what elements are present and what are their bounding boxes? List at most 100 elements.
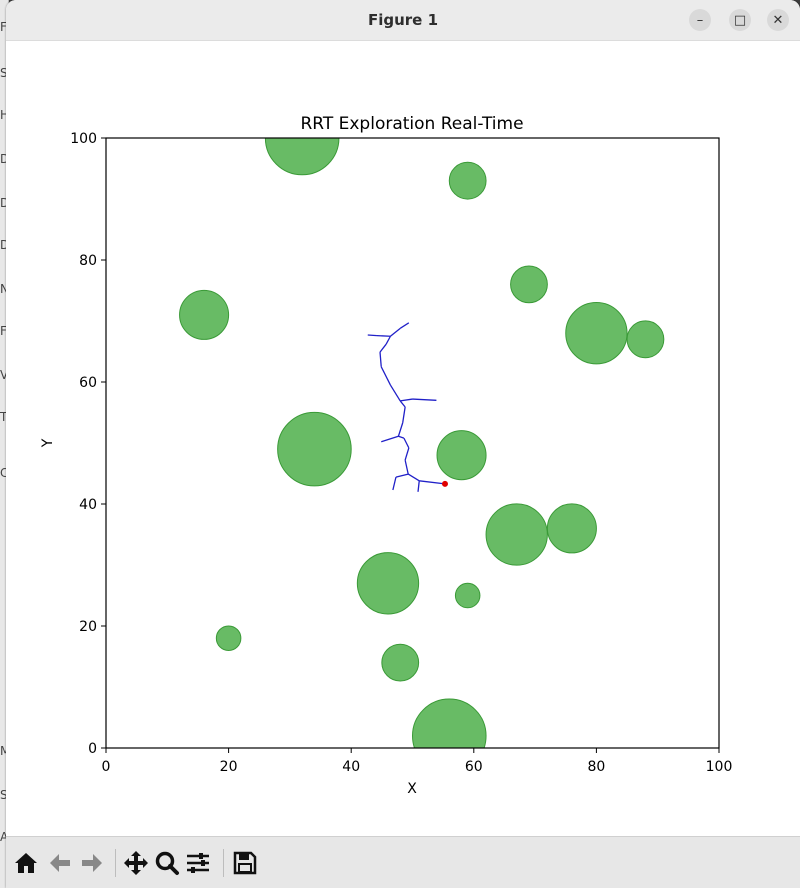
figure-canvas[interactable]: RRT Exploration Real-Time 0 20 40 60 80 100 0… [6, 41, 800, 835]
configure-subplots-button[interactable] [184, 849, 212, 877]
tree-edge [392, 477, 397, 491]
tree-edge [398, 435, 405, 439]
background-text-fragment: S [0, 66, 8, 80]
title-bar[interactable]: Figure 1 – □ ✕ [6, 0, 800, 41]
obstacle-circle [356, 552, 420, 615]
y-tick-label: 0 [88, 741, 97, 757]
background-text-fragment: F [0, 324, 7, 338]
save-button[interactable] [231, 849, 259, 877]
obstacle-circle [215, 625, 242, 651]
navigation-toolbar [6, 836, 800, 888]
tree-edge [385, 335, 392, 345]
y-axis-ticks: 0 20 40 60 80 100 [70, 131, 106, 757]
tree-edge [407, 473, 420, 482]
tree-edge [390, 327, 401, 337]
tree-edge [376, 334, 391, 337]
obstacle-circle [454, 582, 481, 609]
tree-edge [379, 352, 382, 367]
tree-edge [419, 480, 446, 485]
obstacle-circle [179, 289, 230, 340]
background-text-fragment: S [0, 788, 8, 802]
x-tick-label: 20 [220, 759, 238, 775]
obstacle-circle [510, 265, 548, 304]
tree-edge [412, 398, 437, 401]
y-tick-label: 20 [79, 619, 97, 635]
obstacle-circle [264, 138, 340, 176]
floppy-disk-icon [233, 851, 257, 875]
current-node-marker [441, 480, 448, 487]
sliders-icon [187, 853, 209, 873]
toolbar-separator [115, 849, 116, 877]
tree-edge [367, 334, 377, 337]
rrt-plot[interactable]: RRT Exploration Real-Time 0 20 40 60 80 100 0… [6, 41, 800, 835]
minimize-icon: – [696, 12, 704, 28]
background-text-fragment: C [0, 466, 8, 480]
x-tick-label: 80 [587, 759, 605, 775]
minimize-button[interactable]: – [689, 9, 711, 31]
tree-edge [399, 322, 410, 329]
tree-edge [404, 459, 409, 475]
obstacle-circle [565, 302, 628, 365]
tree-edge [404, 447, 410, 461]
chart-title: RRT Exploration Real-Time [300, 114, 523, 134]
window-title: Figure 1 [367, 11, 439, 29]
pan-button[interactable] [122, 849, 150, 877]
obstacle-circle [412, 698, 487, 748]
background-text-fragment: A [0, 830, 8, 844]
close-icon: ✕ [772, 12, 784, 28]
current-node-layer [441, 480, 448, 487]
figure-window: Figure 1 – □ ✕ RRT Exploration Real-Time… [6, 0, 800, 888]
background-text-fragment: H [0, 108, 8, 122]
obstacle-circle [436, 430, 487, 481]
arrow-right-icon [82, 854, 102, 872]
tree-edge [417, 480, 420, 492]
x-axis-label: X [407, 781, 417, 797]
x-tick-label: 60 [465, 759, 483, 775]
move-icon [124, 851, 148, 875]
home-icon [15, 853, 37, 873]
y-tick-label: 100 [70, 131, 97, 147]
obstacles-layer [179, 138, 665, 748]
tree-edge [379, 343, 387, 353]
obstacle-circle [448, 161, 487, 200]
tree-edge [389, 384, 401, 402]
axes-frame [105, 137, 720, 749]
close-button[interactable]: ✕ [767, 9, 789, 31]
tree-edge [400, 398, 413, 402]
rrt-tree-layer [367, 322, 446, 492]
tree-edge [395, 473, 409, 478]
tree-edge [399, 400, 406, 408]
x-tick-label: 100 [706, 759, 733, 775]
background-text-fragment: D [0, 152, 8, 166]
obstacle-circle [485, 503, 548, 566]
y-tick-label: 80 [79, 253, 97, 269]
background-text-fragment: M [0, 744, 8, 758]
magnifier-icon [155, 851, 179, 875]
background-text-fragment: V [0, 368, 8, 382]
tree-edge [381, 435, 399, 443]
x-tick-label: 0 [102, 759, 111, 775]
y-tick-label: 60 [79, 375, 97, 391]
background-text-fragment: D [0, 238, 8, 252]
zoom-button[interactable] [153, 849, 181, 877]
home-button[interactable] [12, 849, 40, 877]
toolbar-separator [223, 849, 224, 877]
y-axis-label: Y [40, 438, 56, 448]
obstacle-circle [546, 503, 597, 554]
back-button[interactable] [46, 849, 74, 877]
x-tick-label: 40 [342, 759, 360, 775]
obstacle-circle [277, 411, 352, 487]
background-text-fragment: F [0, 20, 7, 34]
x-axis-ticks: 0 20 40 60 80 100 [102, 748, 733, 775]
y-tick-label: 40 [79, 497, 97, 513]
maximize-button[interactable]: □ [729, 9, 751, 31]
obstacle-circle [381, 643, 420, 682]
forward-button[interactable] [78, 849, 106, 877]
background-text-fragment: N [0, 282, 8, 296]
background-text-fragment: T [0, 410, 8, 424]
tree-edge [402, 406, 406, 423]
maximize-icon: □ [733, 12, 747, 28]
tree-edge [397, 422, 404, 437]
background-text-fragment: D [0, 196, 8, 210]
arrow-left-icon [50, 854, 70, 872]
